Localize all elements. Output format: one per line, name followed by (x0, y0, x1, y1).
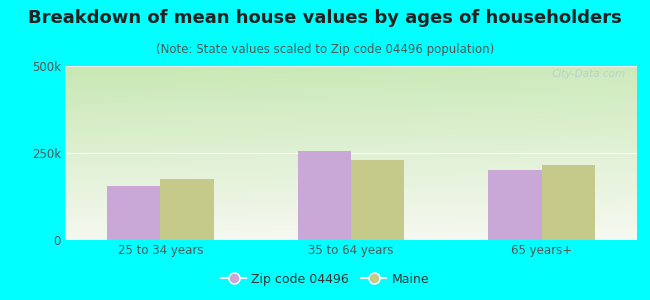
Bar (541, 165, 595, 240)
Bar (298, 151, 351, 240)
Bar (351, 160, 404, 240)
Legend: Zip code 04496, Maine: Zip code 04496, Maine (216, 268, 434, 291)
Text: City-Data.com: City-Data.com (551, 70, 625, 80)
Text: (Note: State values scaled to Zip code 04496 population): (Note: State values scaled to Zip code 0… (156, 44, 494, 56)
Bar (488, 170, 541, 240)
Bar (107, 186, 161, 240)
Bar (161, 179, 214, 240)
Text: Breakdown of mean house values by ages of householders: Breakdown of mean house values by ages o… (28, 9, 622, 27)
